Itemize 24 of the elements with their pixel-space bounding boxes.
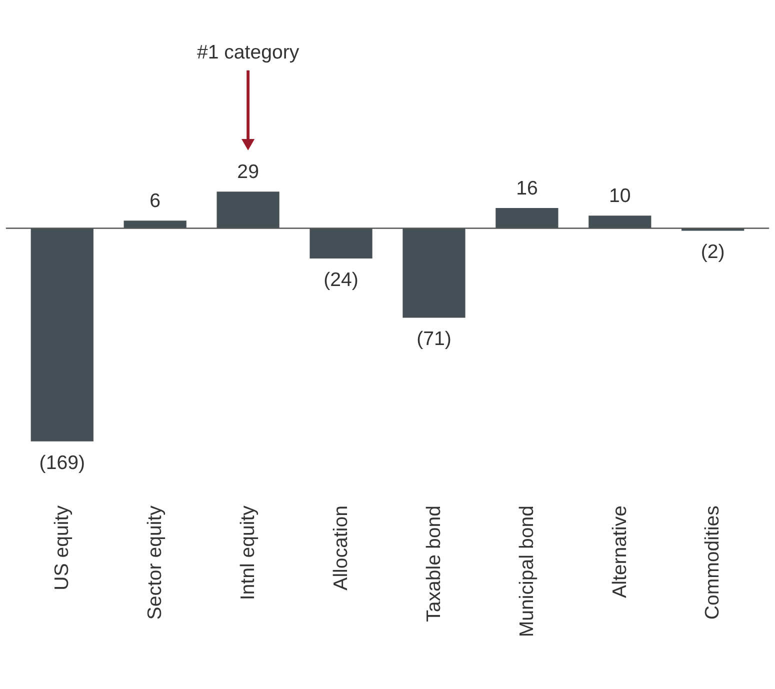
data-label: 29 <box>237 160 259 183</box>
data-label: (169) <box>39 452 85 474</box>
bar <box>496 208 558 228</box>
data-label: (2) <box>700 241 725 264</box>
x-tick-label: Taxable bond <box>422 506 445 622</box>
bar <box>124 220 186 228</box>
bar <box>588 216 652 228</box>
bar <box>310 228 372 259</box>
bar <box>216 192 280 228</box>
bar <box>30 228 94 442</box>
data-label: 10 <box>609 184 631 207</box>
data-label: (24) <box>324 268 358 291</box>
x-tick-label: Intnl equity <box>236 505 259 600</box>
bar <box>402 228 466 318</box>
x-tick-label: Municipal bond <box>516 506 538 638</box>
x-tick-label: Allocation <box>330 506 352 590</box>
data-label: (71) <box>416 328 452 350</box>
data-label: 6 <box>150 190 161 212</box>
x-tick-label: Sector equity <box>144 505 166 620</box>
x-tick-label: US equity <box>51 505 74 590</box>
x-tick-label: Commodities <box>702 505 724 620</box>
data-label: 16 <box>516 177 538 200</box>
x-tick-label: Alternative <box>608 505 631 598</box>
text: #1 category <box>196 42 300 64</box>
